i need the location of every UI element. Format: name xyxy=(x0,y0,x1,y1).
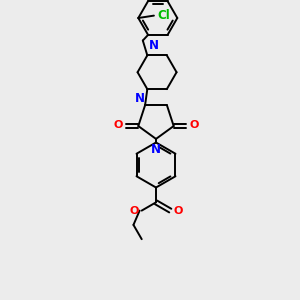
Text: O: O xyxy=(189,119,198,130)
Text: N: N xyxy=(149,39,159,52)
Text: N: N xyxy=(135,92,145,105)
Text: O: O xyxy=(129,206,139,216)
Text: N: N xyxy=(151,143,161,156)
Text: O: O xyxy=(114,119,123,130)
Text: O: O xyxy=(174,206,183,216)
Text: Cl: Cl xyxy=(158,8,171,22)
